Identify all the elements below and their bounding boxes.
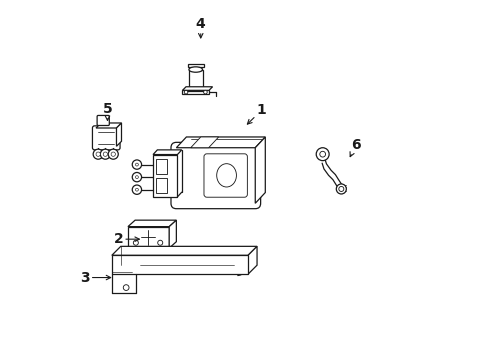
Polygon shape	[182, 90, 208, 94]
Polygon shape	[128, 220, 176, 226]
Circle shape	[96, 152, 100, 156]
Polygon shape	[247, 246, 257, 274]
Circle shape	[132, 185, 142, 194]
Polygon shape	[255, 137, 265, 203]
Ellipse shape	[216, 164, 236, 187]
Text: 3: 3	[80, 271, 110, 284]
Circle shape	[132, 160, 142, 169]
FancyBboxPatch shape	[92, 126, 120, 150]
Text: 5: 5	[102, 102, 112, 120]
Circle shape	[100, 149, 110, 159]
Circle shape	[108, 149, 118, 159]
Bar	[153, 154, 177, 197]
Polygon shape	[190, 137, 218, 148]
Bar	[128, 226, 169, 248]
Circle shape	[135, 163, 138, 166]
Text: 1: 1	[247, 103, 266, 124]
Circle shape	[133, 240, 138, 245]
Circle shape	[103, 152, 107, 156]
Circle shape	[336, 184, 346, 194]
Circle shape	[184, 90, 187, 94]
Circle shape	[203, 90, 207, 94]
FancyBboxPatch shape	[97, 116, 109, 126]
Circle shape	[158, 240, 163, 245]
Polygon shape	[176, 137, 265, 148]
Bar	[188, 69, 202, 91]
Bar	[187, 64, 203, 67]
Circle shape	[93, 149, 103, 159]
Circle shape	[135, 176, 138, 179]
Circle shape	[135, 188, 138, 191]
Polygon shape	[116, 123, 121, 146]
Polygon shape	[112, 246, 257, 255]
Polygon shape	[96, 123, 121, 128]
Ellipse shape	[188, 67, 202, 72]
Bar	[156, 159, 167, 174]
Circle shape	[338, 186, 343, 192]
Text: 2: 2	[113, 232, 139, 246]
Circle shape	[123, 285, 129, 291]
Polygon shape	[182, 87, 212, 90]
Circle shape	[316, 148, 328, 161]
Circle shape	[132, 172, 142, 182]
Bar	[112, 255, 247, 274]
FancyBboxPatch shape	[171, 142, 260, 209]
Circle shape	[319, 151, 325, 157]
Text: 4: 4	[196, 17, 205, 38]
FancyBboxPatch shape	[203, 154, 247, 197]
Polygon shape	[153, 150, 182, 154]
Circle shape	[111, 152, 115, 156]
Polygon shape	[169, 220, 176, 248]
Bar	[156, 178, 167, 193]
Text: 6: 6	[349, 138, 360, 157]
